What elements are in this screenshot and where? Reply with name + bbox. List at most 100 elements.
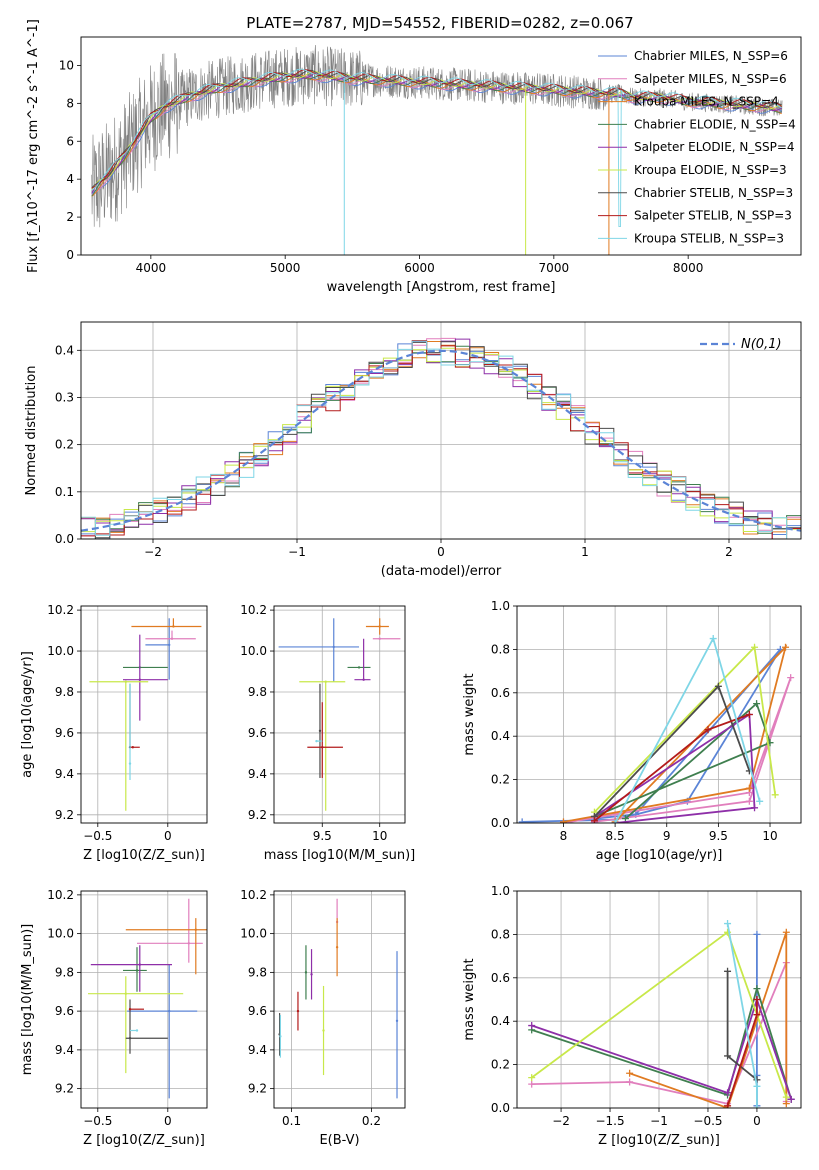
weight-marker-kroupa_elodie	[782, 1093, 790, 1101]
point-kroupa_miles	[172, 625, 175, 628]
y-tick-label: 0.0	[55, 532, 74, 546]
point-chabrier_miles	[395, 1019, 399, 1023]
y-tick-label: 10.0	[240, 644, 267, 658]
point-salpeter_stelib	[296, 1009, 300, 1013]
point-salpeter_miles	[187, 942, 190, 945]
weight-marker-kroupa_elodie	[771, 791, 779, 799]
weight-marker-salpeter_elodie	[787, 1095, 795, 1103]
model-line-kroupa_stelib	[91, 68, 782, 228]
weight-line-kroupa_miles	[629, 931, 788, 1108]
y-tick-label: 10	[59, 58, 74, 72]
point-kroupa_stelib	[279, 1035, 282, 1038]
x-tick-label: 2	[725, 545, 733, 559]
weight-marker-salpeter_stelib	[753, 1011, 761, 1019]
point-kroupa_miles	[378, 625, 381, 628]
x-axis-label: wavelength [Angstrom, rest frame]	[327, 280, 556, 295]
weight-marker-salpeter_stelib	[753, 996, 761, 1003]
weight-marker-kroupa_miles	[745, 784, 753, 792]
point-kroupa_stelib	[135, 1029, 139, 1032]
y-tick-label: 10.2	[240, 888, 267, 902]
x-tick-label: 8	[560, 829, 568, 843]
weight-marker-salpeter_stelib	[704, 726, 712, 734]
y-tick-label: 9.8	[55, 685, 74, 699]
x-tick-label: −2	[144, 545, 162, 559]
weight-marker-salpeter_stelib	[590, 817, 598, 823]
legend-label-kroupa_elodie: Kroupa ELODIE, N_SSP=3	[634, 163, 787, 177]
point-chabrier_stelib	[128, 1037, 132, 1040]
point-salpeter_stelib	[131, 746, 134, 749]
x-tick-label: 0	[164, 829, 172, 843]
x-tick-label: −1.5	[595, 1114, 624, 1128]
weight-marker-salpeter_miles	[787, 674, 795, 682]
y-tick-label: 0.1	[55, 485, 74, 499]
ticks: −0.5 0 9.2 9.4 9.6 9.8 10.0 10.2	[47, 603, 171, 843]
weight-marker-kroupa_miles	[782, 643, 790, 651]
point-kroupa_elodie	[324, 680, 327, 683]
point-kroupa_elodie	[322, 1029, 325, 1032]
legend-label-chabrier_elodie: Chabrier ELODIE, N_SSP=4	[634, 117, 796, 131]
y-tick-label: 9.4	[55, 1043, 74, 1057]
weight-marker-kroupa_elodie	[751, 643, 759, 651]
y-axis-label: mass weight	[462, 673, 477, 755]
y-tick-label: 9.8	[248, 685, 267, 699]
weight-marker-salpeter_elodie	[751, 804, 759, 812]
weight-marker-kroupa_miles	[782, 1100, 790, 1108]
weight-marker-kroupa_miles	[559, 818, 567, 823]
model-line-chabrier_stelib	[91, 69, 782, 189]
legend-label-kroupa_miles: Kroupa MILES, N_SSP=4	[634, 95, 779, 109]
weight-marker-salpeter_stelib	[724, 1102, 732, 1108]
legend-label-salpeter_stelib: Salpeter STELIB, N_SSP=3	[634, 209, 792, 223]
histogram-salpeter_miles	[81, 337, 801, 537]
y-tick-label: 10.0	[47, 644, 74, 658]
weight-marker-kroupa_miles	[626, 1069, 634, 1077]
weight-marker-salpeter_elodie	[724, 1089, 732, 1097]
histogram-kroupa_stelib	[81, 340, 801, 539]
x-tick-label: −0.5	[83, 829, 112, 843]
x-tick-label: 10	[372, 829, 387, 843]
x-tick-label: 0.2	[362, 1114, 381, 1128]
point-salpeter_elodie	[138, 678, 141, 681]
point-kroupa_elodie	[124, 680, 128, 683]
weight-marker-kroupa_stelib	[611, 819, 619, 823]
weight-marker-salpeter_miles	[528, 1080, 536, 1088]
point-kroupa_stelib	[315, 739, 318, 743]
weight-line-salpeter_elodie	[594, 712, 756, 823]
weight-marker-chabrier_stelib	[724, 967, 732, 975]
y-tick-label: 0.6	[491, 686, 510, 700]
point-kroupa_stelib	[128, 762, 132, 765]
x-axis-label: E(B-V)	[319, 1133, 359, 1148]
point-kroupa_elodie	[124, 992, 128, 995]
weight-marker-kroupa_stelib	[753, 1104, 761, 1108]
point-chabrier_elodie	[304, 971, 308, 974]
y-tick-label: 4	[66, 172, 74, 186]
plot-area	[81, 337, 801, 539]
plot-area	[91, 44, 783, 255]
x-tick-label: 0	[437, 545, 445, 559]
plot-area	[278, 618, 401, 811]
point-chabrier_elodie	[135, 969, 139, 972]
weight-line-chabrier_elodie	[531, 985, 793, 1100]
weight-marker-salpeter_miles	[745, 797, 753, 805]
x-tick-label: 1	[581, 545, 589, 559]
y-tick-label: 2	[66, 210, 74, 224]
point-salpeter_miles	[170, 637, 174, 640]
ticks: −2 −1.5 −1 −0.5 0 0.0 0.2 0.4 0.6 0.8 1.0	[491, 884, 761, 1128]
x-tick-label: 0	[753, 1114, 761, 1128]
point-kroupa_miles	[194, 928, 197, 931]
y-tick-label: 9.2	[55, 1082, 74, 1096]
y-tick-label: 0.0	[491, 1101, 510, 1115]
legend-label-chabrier_miles: Chabrier MILES, N_SSP=6	[634, 49, 788, 63]
axes-frame	[516, 605, 802, 824]
point-chabrier_stelib	[318, 729, 322, 733]
weight-marker-chabrier_elodie	[753, 700, 761, 708]
x-tick-label: 8000	[673, 261, 704, 275]
spectrum-panel: 4000 5000 6000 7000 8000 0 2 4 6 8 10 wavelength [A…	[26, 19, 802, 295]
weight-marker-kroupa_miles	[782, 928, 790, 936]
y-tick-label: 9.4	[248, 767, 267, 781]
y-tick-label: 8	[66, 96, 74, 110]
x-tick-label: −0.5	[693, 1114, 722, 1128]
weight-marker-chabrier_stelib	[714, 682, 722, 690]
point-salpeter_miles	[378, 637, 381, 640]
point-salpeter_stelib	[128, 1007, 132, 1011]
